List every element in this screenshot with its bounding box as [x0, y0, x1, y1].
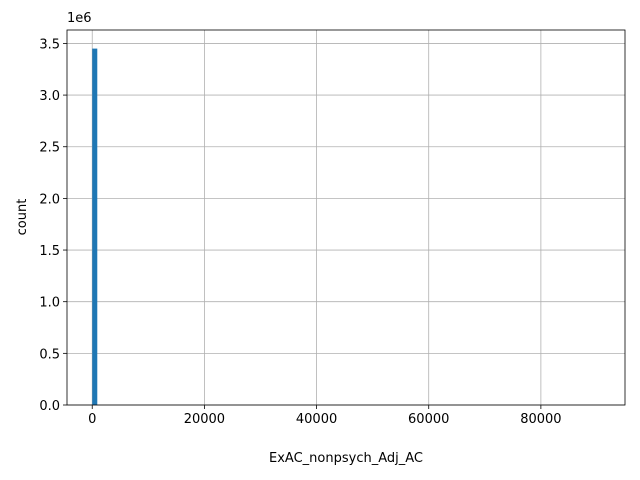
y-tick-label: 2.0 [39, 192, 60, 207]
x-tick-label: 60000 [408, 412, 449, 427]
y-tick-label: 0.5 [39, 347, 60, 362]
x-axis-label: ExAC_nonpsych_Adj_AC [269, 451, 423, 466]
y-tick-label: 1.0 [39, 296, 60, 311]
y-tick-label: 3.0 [39, 89, 60, 104]
x-tick-label: 0 [88, 412, 96, 427]
bar [92, 48, 98, 406]
x-tick-label: 40000 [296, 412, 337, 427]
y-tick-label: 0.0 [39, 399, 60, 414]
x-tick-label: 80000 [520, 412, 561, 427]
y-tick-label: 3.5 [39, 37, 60, 52]
y-offset-label: 1e6 [67, 11, 92, 26]
y-tick-label: 2.5 [39, 141, 60, 156]
y-axis-label: count [15, 199, 30, 236]
plot-frame [66, 29, 626, 406]
x-tick-label: 20000 [184, 412, 225, 427]
y-tick-label: 1.5 [39, 244, 60, 259]
